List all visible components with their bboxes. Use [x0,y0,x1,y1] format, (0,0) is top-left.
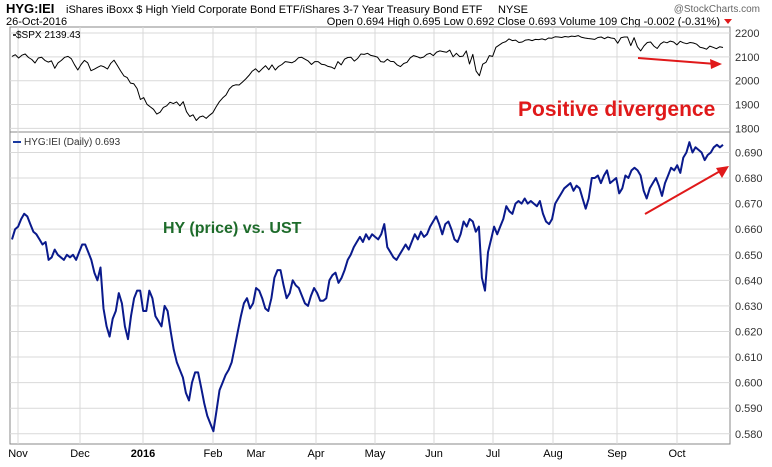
x-tick-label: Jul [486,448,500,460]
x-tick-label: May [365,448,386,460]
top-y-tick-label: 1900 [735,100,759,112]
bottom-y-tick-label: 0.660 [735,224,763,236]
bottom-y-tick-label: 0.580 [735,429,763,441]
bottom-y-tick-label: 0.650 [735,250,763,262]
symbol-title: HYG:IEI [6,1,54,16]
top-grid [10,32,730,129]
top-arrow-head-icon [710,59,722,69]
hy-vs-ust-label: HY (price) vs. UST [163,220,302,237]
bottom-y-tick-label: 0.640 [735,275,763,287]
x-tick-label: Sep [607,448,627,460]
x-tick-label: Apr [307,448,324,460]
x-tick-label: Dec [70,448,90,460]
bottom-y-tick-label: 0.620 [735,326,763,338]
top-y-tick-label: 2200 [735,28,759,40]
bottom-y-tick-label: 0.680 [735,173,763,185]
brand-label: @StockCharts.com [674,4,760,15]
x-tick-label: 2016 [131,448,155,460]
date-label: 26-Oct-2016 [6,16,67,28]
spx-line [11,35,724,121]
spx-legend: $SPX 2139.43 [16,30,81,41]
bottom-y-tick-label: 0.630 [735,301,763,313]
ratio-legend: HYG:IEI (Daily) 0.693 [24,137,121,148]
top-arrow-line [637,57,717,65]
bottom-y-tick-label: 0.590 [735,403,763,415]
ratio-line [11,141,724,433]
bottom-y-tick-label: 0.610 [735,352,763,364]
bottom-arrow-head-icon [716,166,729,178]
down-triangle-icon [724,19,732,24]
top-y-tick-label: 1800 [735,123,759,135]
spx-series [11,35,724,121]
x-tick-label: Jun [425,448,443,460]
top-y-tick-label: 2100 [735,52,759,64]
x-tick-label: Nov [8,448,28,460]
bottom-y-tick-label: 0.690 [735,147,763,159]
bottom-arrow-line [644,169,723,215]
x-axis: Nov Dec 2016 Feb Mar Apr May Jun Jul Aug Sep Oct [8,448,685,460]
bottom-y-axis: 0.580 0.590 0.600 0.610 0.620 0.630 0.640 0.650… [735,147,763,440]
bottom-y-tick-label: 0.670 [735,199,763,211]
bottom-grid [10,151,730,435]
x-grid [17,27,678,444]
x-tick-label: Mar [247,448,266,460]
bottom-panel-frame [9,131,731,445]
top-y-axis: 1800 1900 2000 2100 2200 [735,28,759,135]
top-y-tick-label: 2000 [735,76,759,88]
divergence-annotation: Positive divergence [518,98,715,121]
x-tick-label: Aug [543,448,563,460]
exchange-label: NYSE [498,4,528,16]
x-tick-label: Feb [204,448,223,460]
x-tick-label: Oct [668,448,685,460]
bottom-y-tick-label: 0.600 [735,378,763,390]
ohlc-readout: Open 0.694 High 0.695 Low 0.692 Close 0.… [327,16,720,28]
symbol-description: iShares iBoxx $ High Yield Corporate Bon… [66,4,483,16]
ratio-series [11,141,724,433]
